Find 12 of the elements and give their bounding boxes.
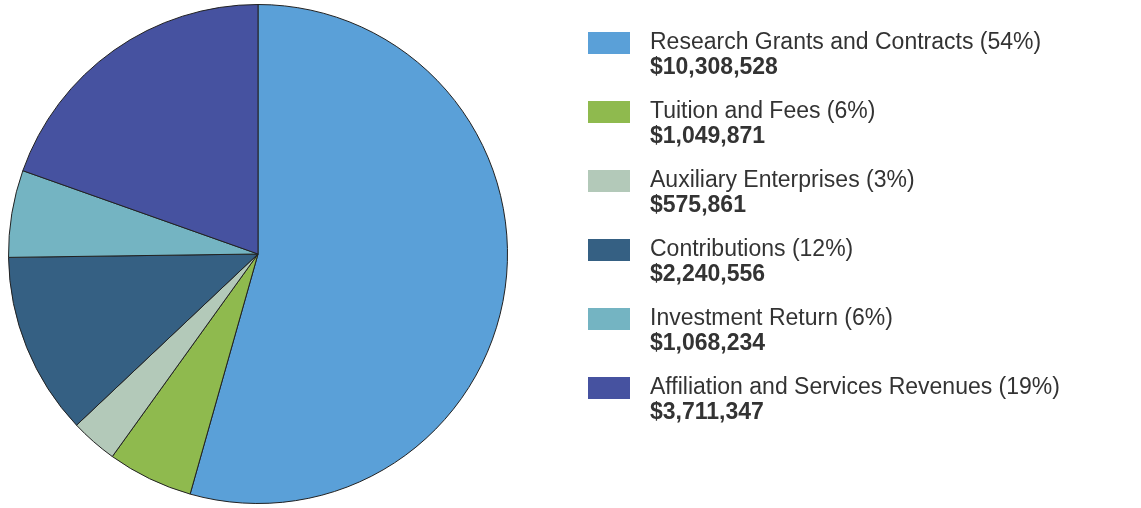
data-label: $3,711,347: [650, 398, 765, 424]
data-label: $575,861: [650, 191, 746, 217]
data-label: $10,308,528: [650, 53, 779, 79]
data-label: $1,068,234: [650, 329, 767, 355]
legend-label: Tuition and Fees (6%): [650, 97, 876, 123]
legend-label: Auxiliary Enterprises (3%): [650, 166, 915, 192]
legend-label: Affiliation and Services Revenues (19%): [650, 373, 1060, 399]
data-label: $2,240,556: [650, 260, 767, 286]
legend-label: Research Grants and Contracts (54%): [650, 28, 1042, 54]
data-label: $1,049,871: [650, 122, 767, 148]
legend-label: Investment Return (6%): [650, 304, 893, 330]
legend-label: Contributions (12%): [650, 235, 854, 261]
